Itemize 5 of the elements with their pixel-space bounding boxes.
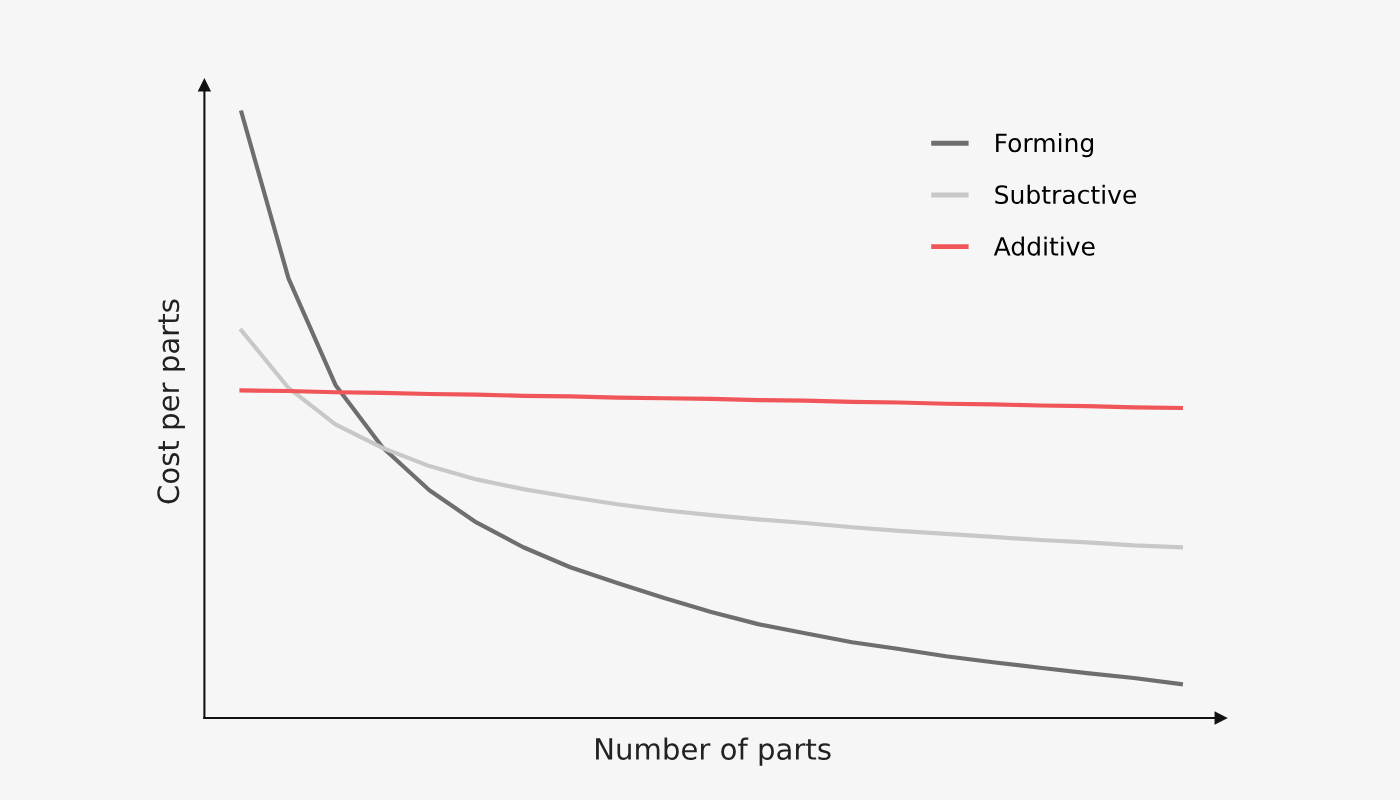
legend-label: Subtractive <box>995 184 1136 205</box>
y-axis-title: Cost per parts <box>157 299 185 504</box>
x-axis-title: Number of parts <box>596 737 831 766</box>
legend-label: Additive <box>993 236 1095 256</box>
legend-label: Forming <box>996 133 1094 158</box>
